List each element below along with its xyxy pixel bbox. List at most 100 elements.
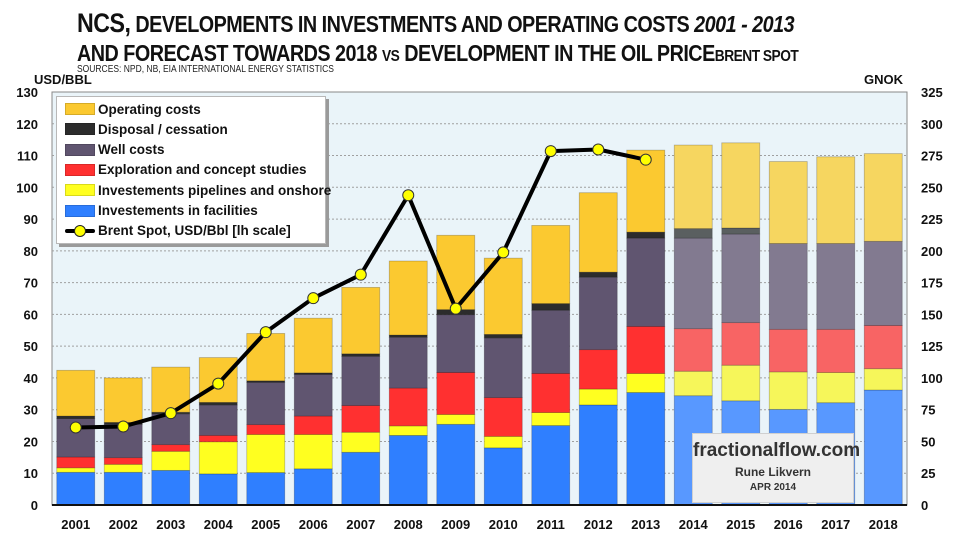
bar-segment (293, 434, 333, 470)
x-tick-label: 2005 (251, 517, 280, 532)
bar-segment (483, 447, 523, 506)
bar-stack-2014 (673, 144, 713, 506)
bar-segment (816, 372, 856, 404)
y-tick-label: 110 (17, 149, 38, 164)
bar-segment (103, 457, 143, 465)
y2-tick-label: 275 (921, 149, 943, 164)
bar-stack-2018 (863, 153, 903, 506)
y-tick-label: 60 (24, 307, 38, 322)
bar-segment (673, 228, 713, 239)
bar-segment (56, 467, 96, 473)
bar-segment (626, 326, 666, 374)
legend-swatch (65, 123, 95, 136)
y-tick-label: 20 (24, 434, 38, 449)
bar-stack-2004 (198, 357, 238, 506)
legend-line-marker-icon (65, 222, 95, 240)
bar-segment (673, 328, 713, 372)
legend-swatch (65, 204, 95, 217)
x-tick-label: 2003 (156, 517, 185, 532)
bar-stack-2013 (626, 149, 666, 506)
bar-segment (341, 451, 381, 506)
y2-tick-label: 50 (921, 434, 935, 449)
y-tick-label: 50 (24, 339, 38, 354)
bar-segment (436, 314, 476, 373)
bar-segment (56, 471, 96, 506)
bar-segment (578, 192, 618, 273)
bar-segment (388, 260, 428, 336)
bar-segment (483, 397, 523, 437)
x-tick-label: 2006 (299, 517, 328, 532)
bar-segment (863, 368, 903, 391)
x-tick-label: 2015 (726, 517, 755, 532)
bar-segment (341, 431, 381, 453)
bar-segment (673, 237, 713, 330)
bar-segment (531, 303, 571, 311)
bar-segment (721, 322, 761, 366)
bar-segment (246, 424, 286, 435)
bar-segment (626, 237, 666, 327)
bar-segment (531, 425, 571, 506)
brent-point (449, 302, 462, 315)
y2-tick-label: 100 (921, 371, 943, 386)
bar-segment (626, 373, 666, 393)
chart-title-line2: AND FORECAST TOWARDS 2018 VS DEVELOPMENT… (77, 40, 799, 67)
bar-segment (578, 404, 618, 506)
bar-segment (816, 243, 856, 330)
legend-item: Investements pipelines and onshore (65, 181, 331, 199)
brent-point (639, 153, 652, 166)
bar-segment (863, 153, 903, 242)
y-tick-label: 30 (24, 403, 38, 418)
bar-segment (816, 156, 856, 244)
x-tick-label: 2014 (679, 517, 709, 532)
y2-tick-label: 0 (921, 498, 928, 513)
legend-item: Well costs (65, 141, 165, 159)
left-axis-unit: USD/BBL (34, 72, 92, 87)
legend-label: Investements in facilities (98, 203, 258, 218)
y-tick-label: 10 (24, 466, 38, 481)
bar-segment (103, 463, 143, 473)
bar-segment (483, 435, 523, 449)
y2-tick-label: 150 (921, 307, 943, 322)
bar-segment (483, 333, 523, 339)
bar-segment (578, 271, 618, 278)
brent-point (164, 407, 177, 420)
bar-segment (863, 325, 903, 370)
bar-segment (341, 353, 381, 357)
x-tick-label: 2001 (61, 517, 90, 532)
brent-line (69, 143, 652, 434)
bar-segment (103, 471, 143, 506)
bar-segment (578, 276, 618, 351)
bar-segment (768, 328, 808, 373)
title-main: DEVELOPMENTS IN INVESTMENTS AND OPERATIN… (130, 11, 695, 37)
bar-segment (293, 415, 333, 435)
bar-segment (436, 423, 476, 506)
legend-label: Investements pipelines and onshore (98, 182, 332, 198)
bar-segment (578, 388, 618, 406)
brent-point (497, 246, 510, 259)
y-tick-label: 90 (24, 212, 38, 227)
bar-stack-2010 (483, 257, 523, 506)
title2-tail: DEVELOPMENT IN THE OIL PRICE (399, 40, 715, 66)
bar-stack-2008 (388, 260, 428, 506)
bar-segment (626, 392, 666, 506)
y2-tick-label: 200 (921, 244, 943, 259)
bar-stack-2011 (531, 225, 571, 506)
x-tick-label: 2017 (821, 517, 850, 532)
bar-segment (293, 468, 333, 506)
y2-tick-label: 300 (921, 117, 943, 132)
bar-segment (198, 441, 238, 475)
bar-segment (246, 333, 286, 382)
watermark-date: APR 2014 (749, 482, 797, 493)
chart-title-line1: NCS, DEVELOPMENTS IN INVESTMENTS AND OPE… (77, 8, 795, 39)
bar-segment (246, 434, 286, 473)
legend-item: Investements in facilities (65, 202, 258, 220)
legend: Operating costs Disposal / cessation Well … (56, 96, 331, 244)
legend-item: Exploration and concept studies (65, 161, 307, 179)
legend-swatch (65, 143, 95, 156)
bar-segment (721, 227, 761, 235)
legend-label: Well costs (98, 142, 165, 158)
title2-main: AND FORECAST TOWARDS 2018 (77, 40, 382, 66)
x-tick-label: 2002 (109, 517, 138, 532)
bar-segment (56, 456, 96, 469)
bar-stack-2002 (103, 377, 143, 506)
